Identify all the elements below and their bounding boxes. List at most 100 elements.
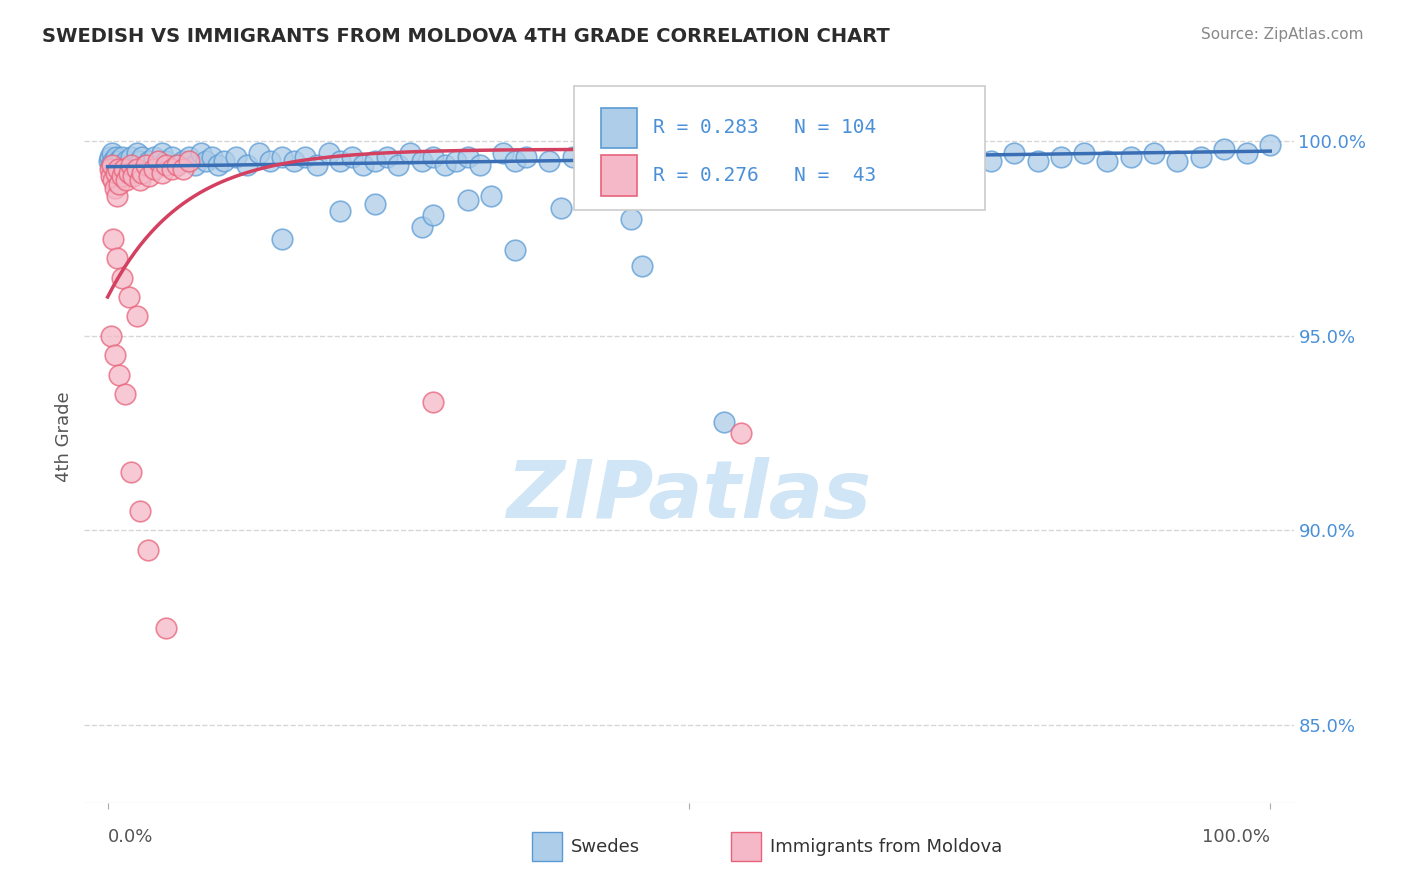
Point xyxy=(105,189,128,203)
Point xyxy=(150,146,173,161)
Point xyxy=(329,153,352,168)
Point xyxy=(150,165,173,179)
Point xyxy=(387,158,409,172)
Point xyxy=(100,329,122,343)
Point xyxy=(117,161,139,176)
Point xyxy=(160,161,183,176)
Point xyxy=(114,387,136,401)
Point xyxy=(110,150,132,164)
Point xyxy=(129,153,152,168)
Point xyxy=(724,150,747,164)
Point xyxy=(155,621,177,635)
Point xyxy=(129,173,152,187)
Point xyxy=(730,426,752,441)
Point xyxy=(177,150,200,164)
Point xyxy=(305,158,328,172)
Point xyxy=(294,150,316,164)
Point xyxy=(104,165,127,179)
Point xyxy=(112,158,135,172)
Point xyxy=(125,161,148,176)
Point xyxy=(422,150,444,164)
Point xyxy=(146,158,169,172)
Point xyxy=(166,158,188,172)
Point xyxy=(172,153,194,168)
Point xyxy=(143,161,166,176)
Point xyxy=(492,146,515,161)
Point xyxy=(1258,138,1281,153)
Point xyxy=(100,158,122,172)
Point xyxy=(433,158,456,172)
Point xyxy=(125,146,148,161)
Point xyxy=(411,153,433,168)
Point xyxy=(259,153,281,168)
Point xyxy=(155,158,177,172)
Point xyxy=(236,158,259,172)
Point xyxy=(956,150,979,164)
Point xyxy=(104,161,127,176)
Point xyxy=(352,158,374,172)
Point xyxy=(107,153,129,168)
Point xyxy=(131,150,153,164)
Point xyxy=(515,150,537,164)
Point xyxy=(100,169,122,184)
Point xyxy=(108,177,131,191)
Point xyxy=(457,150,479,164)
Point xyxy=(1026,153,1049,168)
Point xyxy=(105,158,128,172)
Point xyxy=(479,189,502,203)
Point xyxy=(411,219,433,234)
Point xyxy=(138,153,160,168)
Point xyxy=(97,153,120,168)
Point xyxy=(1050,150,1073,164)
Point xyxy=(713,415,735,429)
Point xyxy=(107,161,129,176)
Point xyxy=(446,153,468,168)
Point xyxy=(146,153,169,168)
Point xyxy=(115,153,138,168)
Point xyxy=(103,173,125,187)
Point xyxy=(155,153,177,168)
Text: 0.0%: 0.0% xyxy=(108,828,153,846)
Point xyxy=(468,158,491,172)
Point xyxy=(422,395,444,409)
Point xyxy=(98,161,121,176)
Text: SWEDISH VS IMMIGRANTS FROM MOLDOVA 4TH GRADE CORRELATION CHART: SWEDISH VS IMMIGRANTS FROM MOLDOVA 4TH G… xyxy=(42,27,890,45)
Point xyxy=(122,158,145,172)
Point xyxy=(172,161,194,176)
FancyBboxPatch shape xyxy=(531,832,562,862)
Point xyxy=(177,153,200,168)
Point xyxy=(271,232,294,246)
Point xyxy=(283,153,305,168)
Point xyxy=(457,193,479,207)
Point xyxy=(620,212,643,227)
Point xyxy=(120,150,142,164)
Point xyxy=(110,270,132,285)
Point xyxy=(841,153,863,168)
FancyBboxPatch shape xyxy=(574,86,986,211)
Point xyxy=(1189,150,1212,164)
Point xyxy=(1004,146,1026,161)
Point xyxy=(1073,146,1095,161)
Text: R = 0.276   N =  43: R = 0.276 N = 43 xyxy=(652,167,876,186)
Point xyxy=(329,204,352,219)
Point xyxy=(1236,146,1258,161)
Point xyxy=(980,153,1002,168)
Point xyxy=(770,153,793,168)
Point xyxy=(1097,153,1119,168)
Point xyxy=(910,146,932,161)
Point xyxy=(247,146,270,161)
FancyBboxPatch shape xyxy=(600,155,637,195)
Point xyxy=(138,169,160,184)
Point xyxy=(201,150,224,164)
Text: 100.0%: 100.0% xyxy=(1202,828,1270,846)
Point xyxy=(115,173,138,187)
Point xyxy=(561,150,583,164)
Point xyxy=(364,196,387,211)
Point xyxy=(794,150,817,164)
Point xyxy=(104,181,127,195)
Point xyxy=(120,158,142,172)
Point xyxy=(585,146,607,161)
Text: ZIPatlas: ZIPatlas xyxy=(506,457,872,534)
Point xyxy=(120,465,142,479)
Point xyxy=(195,153,218,168)
